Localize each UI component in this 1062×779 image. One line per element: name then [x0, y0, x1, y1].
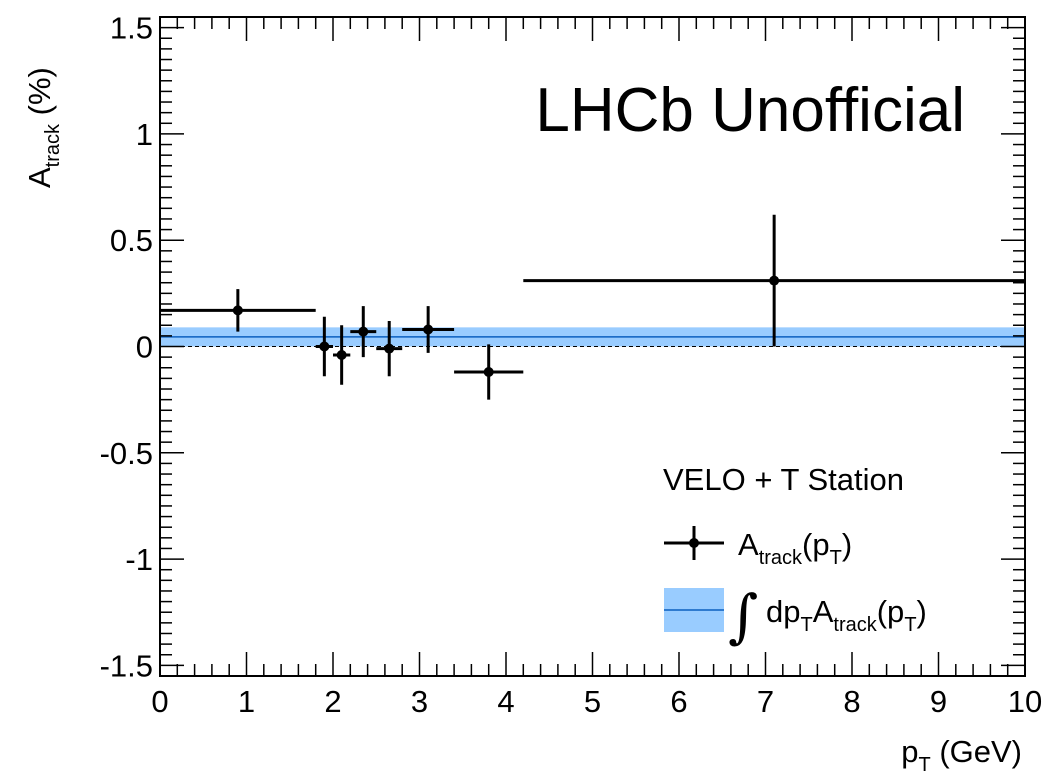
y-tick-label: 0 — [136, 330, 153, 365]
x-tick-label: 5 — [584, 684, 601, 719]
x-tick-labels: 0 1 2 3 4 5 6 7 8 9 10 — [151, 684, 1042, 719]
x-tick-label: 7 — [757, 684, 774, 719]
x-tick-label: 6 — [670, 684, 687, 719]
legend-label-band: dpTAtrack(pT) — [766, 594, 927, 636]
y-tick-label: -0.5 — [100, 436, 153, 471]
data-point — [454, 344, 524, 400]
legend-label-points: Atrack(pT) — [738, 527, 852, 569]
x-axis-title-sub: T — [918, 754, 930, 776]
x-tick-label: 1 — [238, 684, 255, 719]
watermark: LHCb Unofficial — [535, 76, 965, 145]
x-axis-title-unit: (GeV) — [931, 734, 1022, 769]
data-point — [333, 325, 351, 385]
y-axis-title-unit: (%) — [22, 67, 57, 124]
y-axis-title-main: A — [22, 167, 57, 188]
data-point — [523, 214, 1025, 347]
point-marker — [769, 275, 780, 286]
y-tick-label: 1 — [136, 117, 153, 152]
point-marker — [232, 305, 243, 316]
integrated-asymmetry-band — [160, 327, 1025, 347]
y-tick-label: 1.5 — [110, 11, 153, 46]
x-tick-label: 10 — [1008, 684, 1042, 719]
data-point — [376, 320, 403, 377]
y-tick-label: -1 — [125, 542, 153, 577]
x-axis-title-main: p — [901, 734, 918, 769]
y-axis-title: Atrack (%) — [22, 67, 64, 188]
data-points — [160, 214, 1025, 400]
axis-ticks — [159, 17, 1026, 676]
x-tick-label: 4 — [497, 684, 514, 719]
y-axis-title-sub: track — [42, 123, 64, 167]
data-point — [160, 289, 316, 332]
data-point — [402, 306, 455, 353]
legend-entry-points: Atrack(pT) — [664, 526, 852, 569]
plot-frame — [159, 16, 1026, 677]
data-point — [315, 316, 333, 377]
x-tick-label: 2 — [324, 684, 341, 719]
legend-integral-sign: ∫ — [728, 582, 758, 650]
legend-title: VELO + T Station — [663, 462, 904, 497]
legend-marker-point — [689, 538, 699, 548]
point-marker — [384, 343, 395, 354]
y-tick-label: -1.5 — [100, 648, 153, 683]
x-tick-label: 8 — [843, 684, 860, 719]
point-marker — [336, 350, 347, 361]
y-tick-label: 0.5 — [110, 223, 153, 258]
point-marker — [358, 326, 369, 337]
legend: VELO + T Station Atrack(pT) ∫ dpTAtrack(… — [663, 462, 927, 650]
point-marker — [483, 367, 494, 378]
point-marker — [423, 324, 434, 335]
y-tick-labels: -1.5 -1 -0.5 0 0.5 1 1.5 — [100, 11, 153, 684]
x-tick-label: 0 — [151, 684, 168, 719]
point-marker — [319, 341, 330, 352]
x-axis-title: pT (GeV) — [901, 734, 1022, 776]
x-tick-label: 9 — [930, 684, 947, 719]
legend-entry-band: ∫ dpTAtrack(pT) — [664, 582, 927, 650]
x-tick-label: 3 — [411, 684, 428, 719]
data-point — [350, 306, 377, 358]
